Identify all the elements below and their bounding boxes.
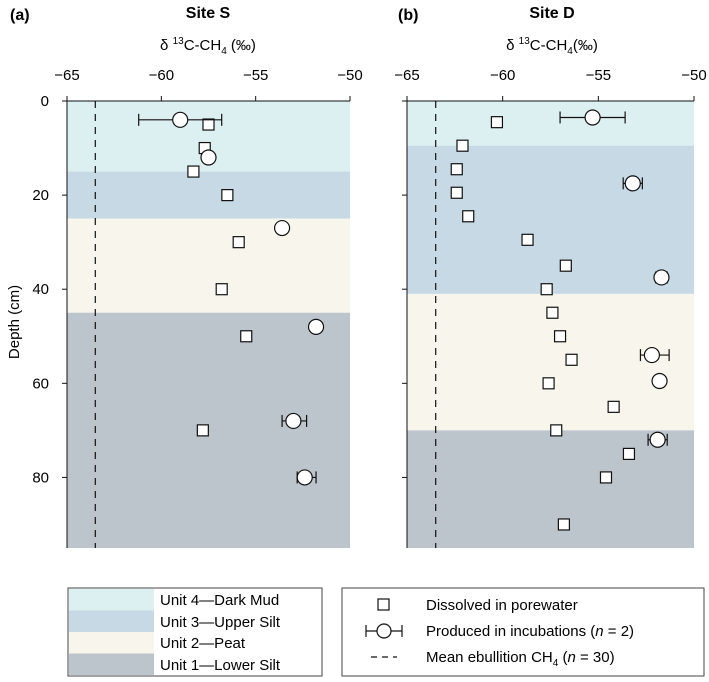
panel-a-title: Site S: [186, 5, 231, 22]
legend-swatch-unit1: [69, 653, 154, 675]
panel-b-square-point: [540, 283, 553, 296]
panel-b-circle-point: [624, 175, 641, 192]
panel-b-x-tick-label: −60: [490, 67, 515, 84]
panel-b-square-point: [550, 424, 563, 437]
panel-a-square-point: [187, 165, 200, 178]
panel-b-circle-point: [643, 346, 661, 364]
panel-b-square-point: [599, 471, 613, 484]
panel-a-band-unit3: [67, 171, 350, 219]
panel-b-band-unit4: [407, 101, 694, 146]
panel-b-xlabel: δ 13C-CH4(‰): [506, 36, 598, 57]
panel-a-x-tick-label: −60: [149, 67, 174, 84]
panel-b-square-point: [559, 259, 572, 272]
legend-units: Unit 4—Dark Mud Unit 3—Upper Silt Unit 2…: [67, 587, 323, 677]
panel-b-square-point: [542, 377, 555, 390]
panel-a-square-point: [240, 330, 253, 343]
panel-a-square-point: [215, 283, 228, 296]
legend-symbols: Dissolved in porewater Produced in incub…: [341, 587, 705, 677]
panel-b-square-point: [607, 400, 620, 413]
panel-a-band-unit2: [67, 218, 350, 313]
panel-b-band-unit1: [407, 430, 694, 548]
legend-mean-label: Mean ebullition CH4 (n = 30): [426, 649, 615, 669]
panel-b-label: (b): [398, 7, 418, 24]
panel-a-x-tick-label: −50: [337, 67, 362, 84]
panel-a-circle-point: [200, 149, 217, 166]
legend-dissolved-label: Dissolved in porewater: [426, 597, 578, 614]
panel-b-square-point: [521, 233, 534, 246]
panel-a-xlabel: δ 13C-CH4 (‰): [160, 36, 256, 57]
legend-unit3-label: Unit 3—Upper Silt: [160, 614, 281, 631]
panel-b-title: Site D: [529, 5, 574, 22]
panel-b-square-point: [462, 210, 475, 223]
panel-b-band-unit3: [407, 145, 694, 294]
legend-swatch-unit2: [69, 632, 154, 654]
panel-b-circle-point: [653, 269, 670, 286]
panel-a-y-tick-label: 80: [32, 469, 49, 486]
panel-site-s: (a) Site S δ 13C-CH4 (‰) −65 −60 −55 −50 0 20…: [6, 5, 363, 548]
panel-a-circle-point: [285, 412, 302, 430]
panel-b-square-point: [553, 330, 567, 343]
legend-units-frame: [67, 587, 323, 677]
panel-a-y-tick-label: 0: [41, 93, 49, 110]
panel-a-y-tick-label: 20: [32, 187, 49, 204]
panel-b-circle-point: [649, 431, 666, 448]
panel-a-circle-point: [307, 318, 325, 335]
panel-a-ylabel: Depth (cm): [6, 285, 23, 359]
panel-b-square-point: [490, 116, 504, 129]
panel-b-x-tick-label: −50: [681, 67, 706, 84]
panel-b-square-point: [450, 163, 463, 176]
legend-unit2-label: Unit 2—Peat: [160, 635, 246, 652]
legend-swatch-unit3: [69, 610, 154, 632]
legend-unit4-label: Unit 4—Dark Mud: [160, 592, 279, 609]
panel-b-circle-point: [651, 372, 668, 390]
panel-b-x-tick-label: −65: [394, 67, 419, 84]
panel-a-label: (a): [10, 7, 30, 24]
legend-circle-marker: [365, 623, 403, 639]
panel-a-square-point: [202, 118, 215, 131]
panel-b-x-tick-label: −55: [586, 67, 611, 84]
panel-b-square-point: [565, 353, 578, 366]
panel-a-square-point: [196, 424, 209, 437]
panel-a-x-tick-label: −65: [54, 67, 79, 84]
legend-symbols-frame: [341, 587, 705, 677]
panel-a-unit-bands: [67, 101, 350, 548]
legend-produced-label: Produced in incubations (n = 2): [426, 623, 634, 640]
panel-a-circle-point: [172, 111, 189, 128]
panel-a-y-tick-label: 40: [32, 281, 49, 298]
panel-a-y-tick-label: 60: [32, 375, 49, 392]
panel-a-x-tick-label: −55: [243, 67, 268, 84]
panel-a-circle-point: [273, 219, 291, 237]
panel-a-square-point: [232, 236, 245, 249]
panel-site-d: (b) Site D δ 13C-CH4(‰) −65 −60 −55 −50: [394, 5, 707, 548]
panel-a-plot-area: −65 −60 −55 −50 0 20 40 60 80: [32, 67, 363, 548]
panel-a-circle-point: [296, 469, 313, 486]
legend-swatch-unit4: [69, 589, 154, 611]
panel-b-square-point: [622, 447, 636, 460]
panel-b-square-point: [557, 518, 570, 531]
panel-b-square-point: [456, 139, 469, 152]
panel-b-square-point: [450, 186, 463, 199]
legend-square-marker: [377, 598, 390, 611]
panel-b-circle-point: [584, 109, 601, 126]
panel-a-square-point: [221, 189, 234, 202]
panel-b-unit-bands: [407, 101, 694, 548]
panel-b-plot-area: −65 −60 −55 −50: [394, 67, 707, 548]
panel-b-square-point: [546, 306, 559, 319]
legend-unit1-label: Unit 1—Lower Silt: [160, 657, 281, 674]
